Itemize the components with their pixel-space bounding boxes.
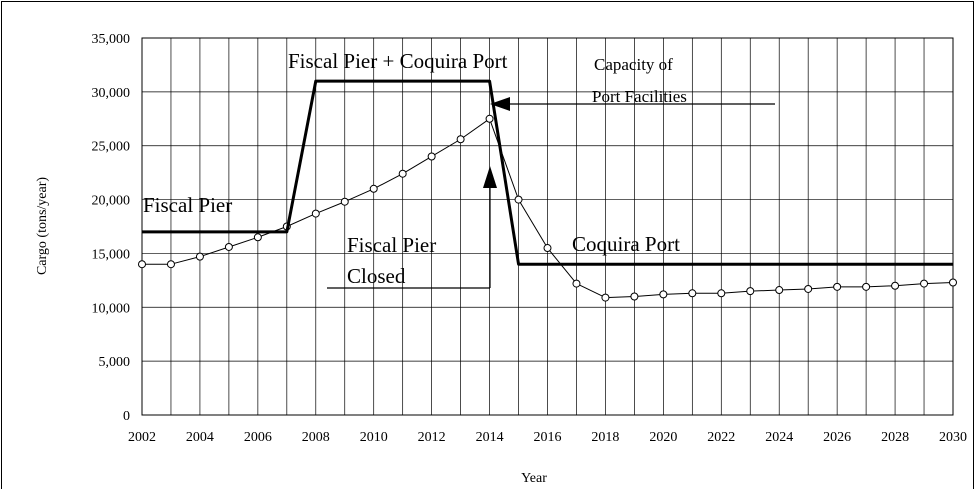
y-tick-label: 5,000 [99,355,131,370]
x-tick-label: 2004 [186,430,214,445]
x-tick-label: 2026 [823,430,851,445]
point [746,287,755,296]
x-tick-label: 2022 [707,430,735,445]
point [138,260,146,269]
y-tick-label: 0 [123,409,130,424]
point [224,242,233,251]
point [398,169,407,178]
annotation: Coquira Port [572,232,680,256]
y-tick-label: 10,000 [92,301,131,316]
y-tick-label: 35,000 [92,32,131,47]
x-tick-label: 2030 [939,430,967,445]
point [340,197,349,206]
arrow-head [490,97,510,111]
annotation: Capacity of [594,55,673,74]
x-tick-label: 2020 [649,430,677,445]
point [514,195,523,204]
point [659,290,668,299]
point [630,292,639,301]
x-tick-label: 2010 [360,430,388,445]
point [166,260,175,269]
y-tick-label: 25,000 [92,140,131,155]
y-tick-label: 30,000 [92,86,131,101]
x-tick-label: 2014 [476,430,504,445]
marks [138,79,957,302]
point [775,286,784,295]
y-axis-label: Cargo (tons/year) [35,177,50,275]
point [253,233,262,242]
arrow-head [483,166,497,188]
point [456,135,465,144]
x-tick-label: 2028 [881,430,909,445]
x-axis-label: Year [521,471,547,486]
point [427,152,436,161]
x-tick-label: 2006 [244,430,272,445]
point [688,289,697,298]
x-tick-label: 2018 [591,430,619,445]
point [717,289,726,298]
x-tick-label: 2024 [765,430,793,445]
annotation: Closed [347,264,406,288]
point [572,279,581,288]
point [862,282,871,291]
point [601,293,610,302]
point [920,279,929,288]
y-tick-label: 20,000 [92,194,131,209]
point [891,281,900,290]
point [804,284,813,293]
point [369,184,378,193]
x-tick-label: 2016 [534,430,562,445]
point [949,278,957,287]
y-tick-label: 15,000 [92,247,131,262]
point [195,252,204,261]
annotation: Port Facilities [592,87,687,106]
point [485,114,494,123]
x-tick-label: 2008 [302,430,330,445]
point [311,209,320,218]
annotations: Fiscal Pier Fiscal Pier + Coquira Port C… [143,49,775,289]
point [543,244,552,253]
x-tick-label: 2002 [128,430,156,445]
point [833,282,842,291]
grid: 0 5,000 10,000 15,000 20,000 25,000 30,000 35,0… [92,32,968,445]
annotation: Fiscal Pier [347,233,436,257]
annotation: Fiscal Pier [143,193,232,217]
annotation: Fiscal Pier + Coquira Port [288,49,508,73]
series-line [142,79,953,266]
x-tick-label: 2012 [418,430,446,445]
